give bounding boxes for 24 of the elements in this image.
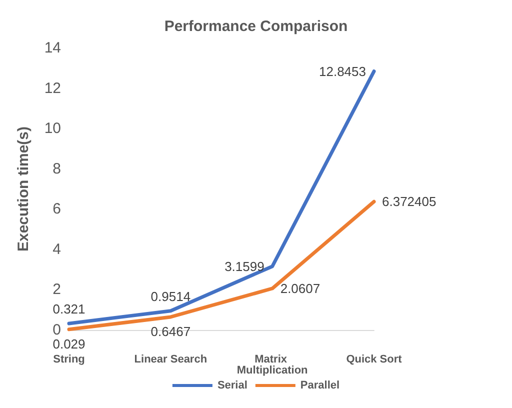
data-label: 6.372405 [382,194,436,210]
legend-label: Parallel [300,380,340,392]
y-tick-label: 8 [52,160,61,178]
x-tick-label: Quick Sort [346,354,402,366]
data-label: 0.321 [52,302,86,317]
data-label: 0.6467 [150,324,191,339]
data-label: 2.0607 [280,280,320,296]
legend-label: Serial [217,380,248,392]
data-label: 12.8453 [319,64,366,79]
y-tick-label: 6 [52,200,61,218]
y-tick-label: 2 [52,281,61,298]
data-label: 3.1599 [224,258,264,274]
data-label: 0.029 [52,336,86,352]
y-tick-label: 12 [44,80,61,97]
x-tick-label: String [53,354,85,366]
y-tick-label: 10 [44,120,61,138]
y-axis-title: Execution time(s) [15,126,32,252]
x-tick-label: Matrix Multiplication [236,354,308,376]
y-tick-label: 14 [44,40,61,56]
y-tick-label: 0 [52,322,61,338]
data-label: 0.9514 [150,288,191,304]
chart-title: Performance Comparison [164,18,348,35]
y-tick-label: 4 [52,240,61,258]
x-tick-label: Linear Search [134,354,208,366]
